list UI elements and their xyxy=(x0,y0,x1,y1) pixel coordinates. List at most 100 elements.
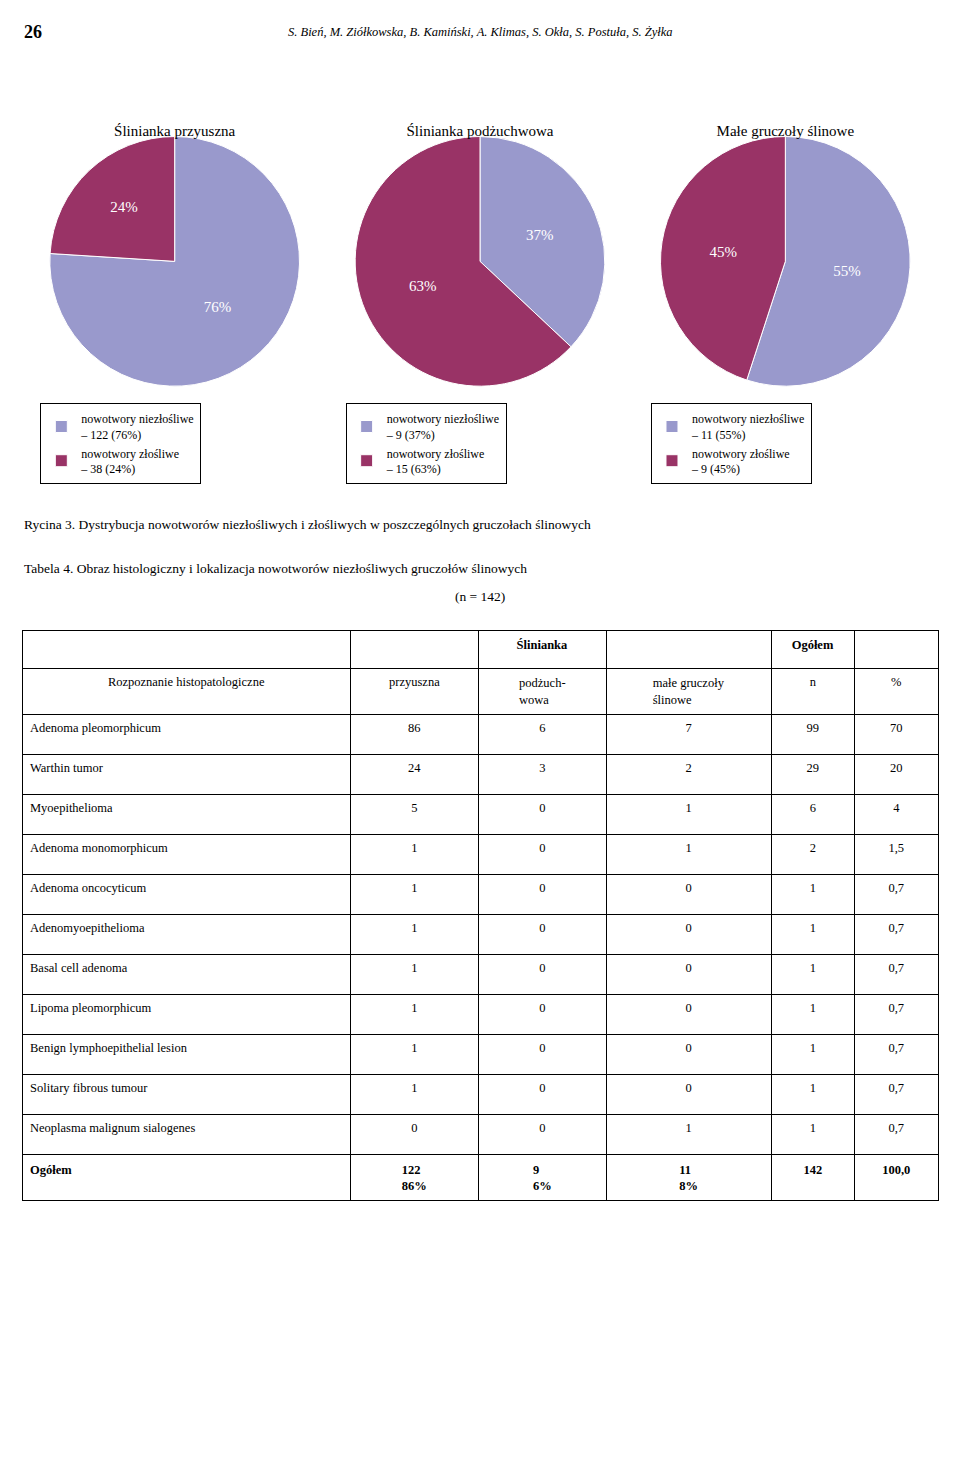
svg-text:1,5: 1,5 xyxy=(888,841,904,855)
svg-text:Solitary fibrous tumour: Solitary fibrous tumour xyxy=(30,1081,148,1095)
svg-text:0,7: 0,7 xyxy=(888,881,904,895)
svg-text:0,7: 0,7 xyxy=(888,1001,904,1015)
svg-text:0: 0 xyxy=(539,1121,545,1135)
svg-text:0: 0 xyxy=(539,1001,545,1015)
svg-text:(n = 142): (n = 142) xyxy=(455,589,505,604)
svg-text:nowotwory złośliwe– 15 (63%): nowotwory złośliwe– 15 (63%) xyxy=(386,447,485,477)
svg-text:1: 1 xyxy=(810,961,816,975)
svg-text:2: 2 xyxy=(810,841,816,855)
svg-text:Adenoma pleomorphicum: Adenoma pleomorphicum xyxy=(30,721,161,735)
svg-text:100,0: 100,0 xyxy=(882,1163,910,1177)
svg-text:1: 1 xyxy=(411,961,417,975)
svg-text:29: 29 xyxy=(807,761,820,775)
svg-text:0: 0 xyxy=(686,921,692,935)
svg-text:86: 86 xyxy=(408,721,421,735)
svg-text:Adenomyoepithelioma: Adenomyoepithelioma xyxy=(30,921,145,935)
svg-text:nowotwory niezłośliwe– 122 (76: nowotwory niezłośliwe– 122 (76%) xyxy=(80,412,193,442)
svg-text:0: 0 xyxy=(686,961,692,975)
svg-text:Rycina 3. Dystrybucja nowotwor: Rycina 3. Dystrybucja nowotworów niezłoś… xyxy=(24,517,591,532)
svg-text:1: 1 xyxy=(810,1121,816,1135)
svg-text:2: 2 xyxy=(686,761,692,775)
svg-text:1: 1 xyxy=(810,1041,816,1055)
svg-text:0: 0 xyxy=(539,881,545,895)
svg-text:45%: 45% xyxy=(710,244,738,260)
svg-text:0,7: 0,7 xyxy=(888,1081,904,1095)
svg-text:3: 3 xyxy=(539,761,545,775)
svg-text:Rozpoznanie histopatologiczne: Rozpoznanie histopatologiczne xyxy=(108,675,265,689)
svg-text:Lipoma pleomorphicum: Lipoma pleomorphicum xyxy=(30,1001,151,1015)
svg-text:1: 1 xyxy=(810,921,816,935)
svg-text:nowotwory złośliwe– 38 (24%): nowotwory złośliwe– 38 (24%) xyxy=(80,447,179,477)
svg-text:63%: 63% xyxy=(409,278,437,294)
svg-text:0: 0 xyxy=(411,1121,417,1135)
svg-text:podżuch-wowa: podżuch-wowa xyxy=(519,676,566,706)
svg-text:24%: 24% xyxy=(110,199,138,215)
svg-text:małe gruczołyślinowe: małe gruczołyślinowe xyxy=(653,676,725,706)
svg-text:1: 1 xyxy=(411,841,417,855)
svg-text:1: 1 xyxy=(411,1001,417,1015)
svg-text:142: 142 xyxy=(803,1163,822,1177)
svg-text:Adenoma oncocyticum: Adenoma oncocyticum xyxy=(30,881,147,895)
svg-text:Ogółem: Ogółem xyxy=(792,638,834,652)
svg-text:Małe gruczoły ślinowe: Małe gruczoły ślinowe xyxy=(717,123,855,139)
svg-text:0: 0 xyxy=(539,1081,545,1095)
svg-text:1: 1 xyxy=(411,921,417,935)
svg-text:Basal cell adenoma: Basal cell adenoma xyxy=(30,961,128,975)
svg-text:nowotwory niezłośliwe– 11 (55%: nowotwory niezłośliwe– 11 (55%) xyxy=(691,412,804,442)
svg-text:26: 26 xyxy=(24,22,42,42)
svg-text:1: 1 xyxy=(411,1041,417,1055)
svg-text:Warthin tumor: Warthin tumor xyxy=(30,761,104,775)
svg-text:Ogółem: Ogółem xyxy=(30,1163,72,1177)
svg-text:7: 7 xyxy=(686,721,692,735)
svg-text:0,7: 0,7 xyxy=(888,921,904,935)
svg-text:Tabela 4. Obraz histologiczny: Tabela 4. Obraz histologiczny i lokaliza… xyxy=(24,561,527,576)
svg-text:0: 0 xyxy=(539,961,545,975)
svg-text:n: n xyxy=(810,675,817,689)
svg-text:12286%: 12286% xyxy=(402,1163,427,1193)
svg-text:5: 5 xyxy=(411,801,417,815)
svg-text:0,7: 0,7 xyxy=(888,1041,904,1055)
svg-text:Adenoma monomorphicum: Adenoma monomorphicum xyxy=(30,841,168,855)
svg-text:118%: 118% xyxy=(679,1163,698,1193)
svg-text:Benign lymphoepithelial lesion: Benign lymphoepithelial lesion xyxy=(30,1041,188,1055)
svg-text:70: 70 xyxy=(890,721,903,735)
svg-text:76%: 76% xyxy=(204,299,232,315)
svg-text:0,7: 0,7 xyxy=(888,1121,904,1135)
svg-text:Ślinianka podżuchwowa: Ślinianka podżuchwowa xyxy=(406,123,553,139)
svg-text:Ślinianka: Ślinianka xyxy=(517,638,568,652)
svg-text:1: 1 xyxy=(686,801,692,815)
svg-text:nowotwory złośliwe– 9 (45%): nowotwory złośliwe– 9 (45%) xyxy=(691,447,790,477)
svg-text:1: 1 xyxy=(411,1081,417,1095)
svg-text:0: 0 xyxy=(686,1001,692,1015)
svg-text:Ślinianka przyuszna: Ślinianka przyuszna xyxy=(114,123,236,139)
svg-text:0: 0 xyxy=(539,841,545,855)
svg-text:4: 4 xyxy=(893,801,900,815)
svg-text:0: 0 xyxy=(539,921,545,935)
svg-text:0: 0 xyxy=(539,801,545,815)
svg-text:1: 1 xyxy=(810,1001,816,1015)
svg-text:99: 99 xyxy=(807,721,820,735)
svg-text:0: 0 xyxy=(539,1041,545,1055)
svg-text:Myoepithelioma: Myoepithelioma xyxy=(30,801,113,815)
svg-text:0: 0 xyxy=(686,1041,692,1055)
svg-text:20: 20 xyxy=(890,761,903,775)
svg-text:1: 1 xyxy=(810,1081,816,1095)
svg-text:%: % xyxy=(891,675,901,689)
svg-text:1: 1 xyxy=(810,881,816,895)
svg-text:0: 0 xyxy=(686,881,692,895)
svg-text:0: 0 xyxy=(686,1081,692,1095)
svg-text:6: 6 xyxy=(539,721,545,735)
svg-text:37%: 37% xyxy=(526,227,554,243)
svg-text:24: 24 xyxy=(408,761,421,775)
svg-text:0,7: 0,7 xyxy=(888,961,904,975)
svg-text:6: 6 xyxy=(810,801,816,815)
svg-text:Neoplasma malignum sialogenes: Neoplasma malignum sialogenes xyxy=(30,1121,195,1135)
svg-text:96%: 96% xyxy=(533,1163,552,1193)
svg-text:S. Bień, M. Ziółkowska, B. Kam: S. Bień, M. Ziółkowska, B. Kamiński, A. … xyxy=(288,25,672,39)
svg-text:55%: 55% xyxy=(833,263,861,279)
svg-text:nowotwory niezłośliwe– 9 (37%): nowotwory niezłośliwe– 9 (37%) xyxy=(386,412,499,442)
svg-text:1: 1 xyxy=(686,1121,692,1135)
svg-text:1: 1 xyxy=(411,881,417,895)
svg-text:1: 1 xyxy=(686,841,692,855)
svg-text:przyuszna: przyuszna xyxy=(389,675,440,689)
